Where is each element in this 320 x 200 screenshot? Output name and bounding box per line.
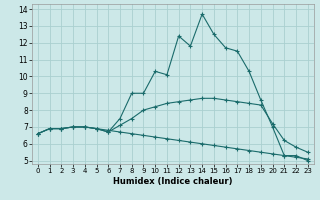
X-axis label: Humidex (Indice chaleur): Humidex (Indice chaleur) [113, 177, 233, 186]
